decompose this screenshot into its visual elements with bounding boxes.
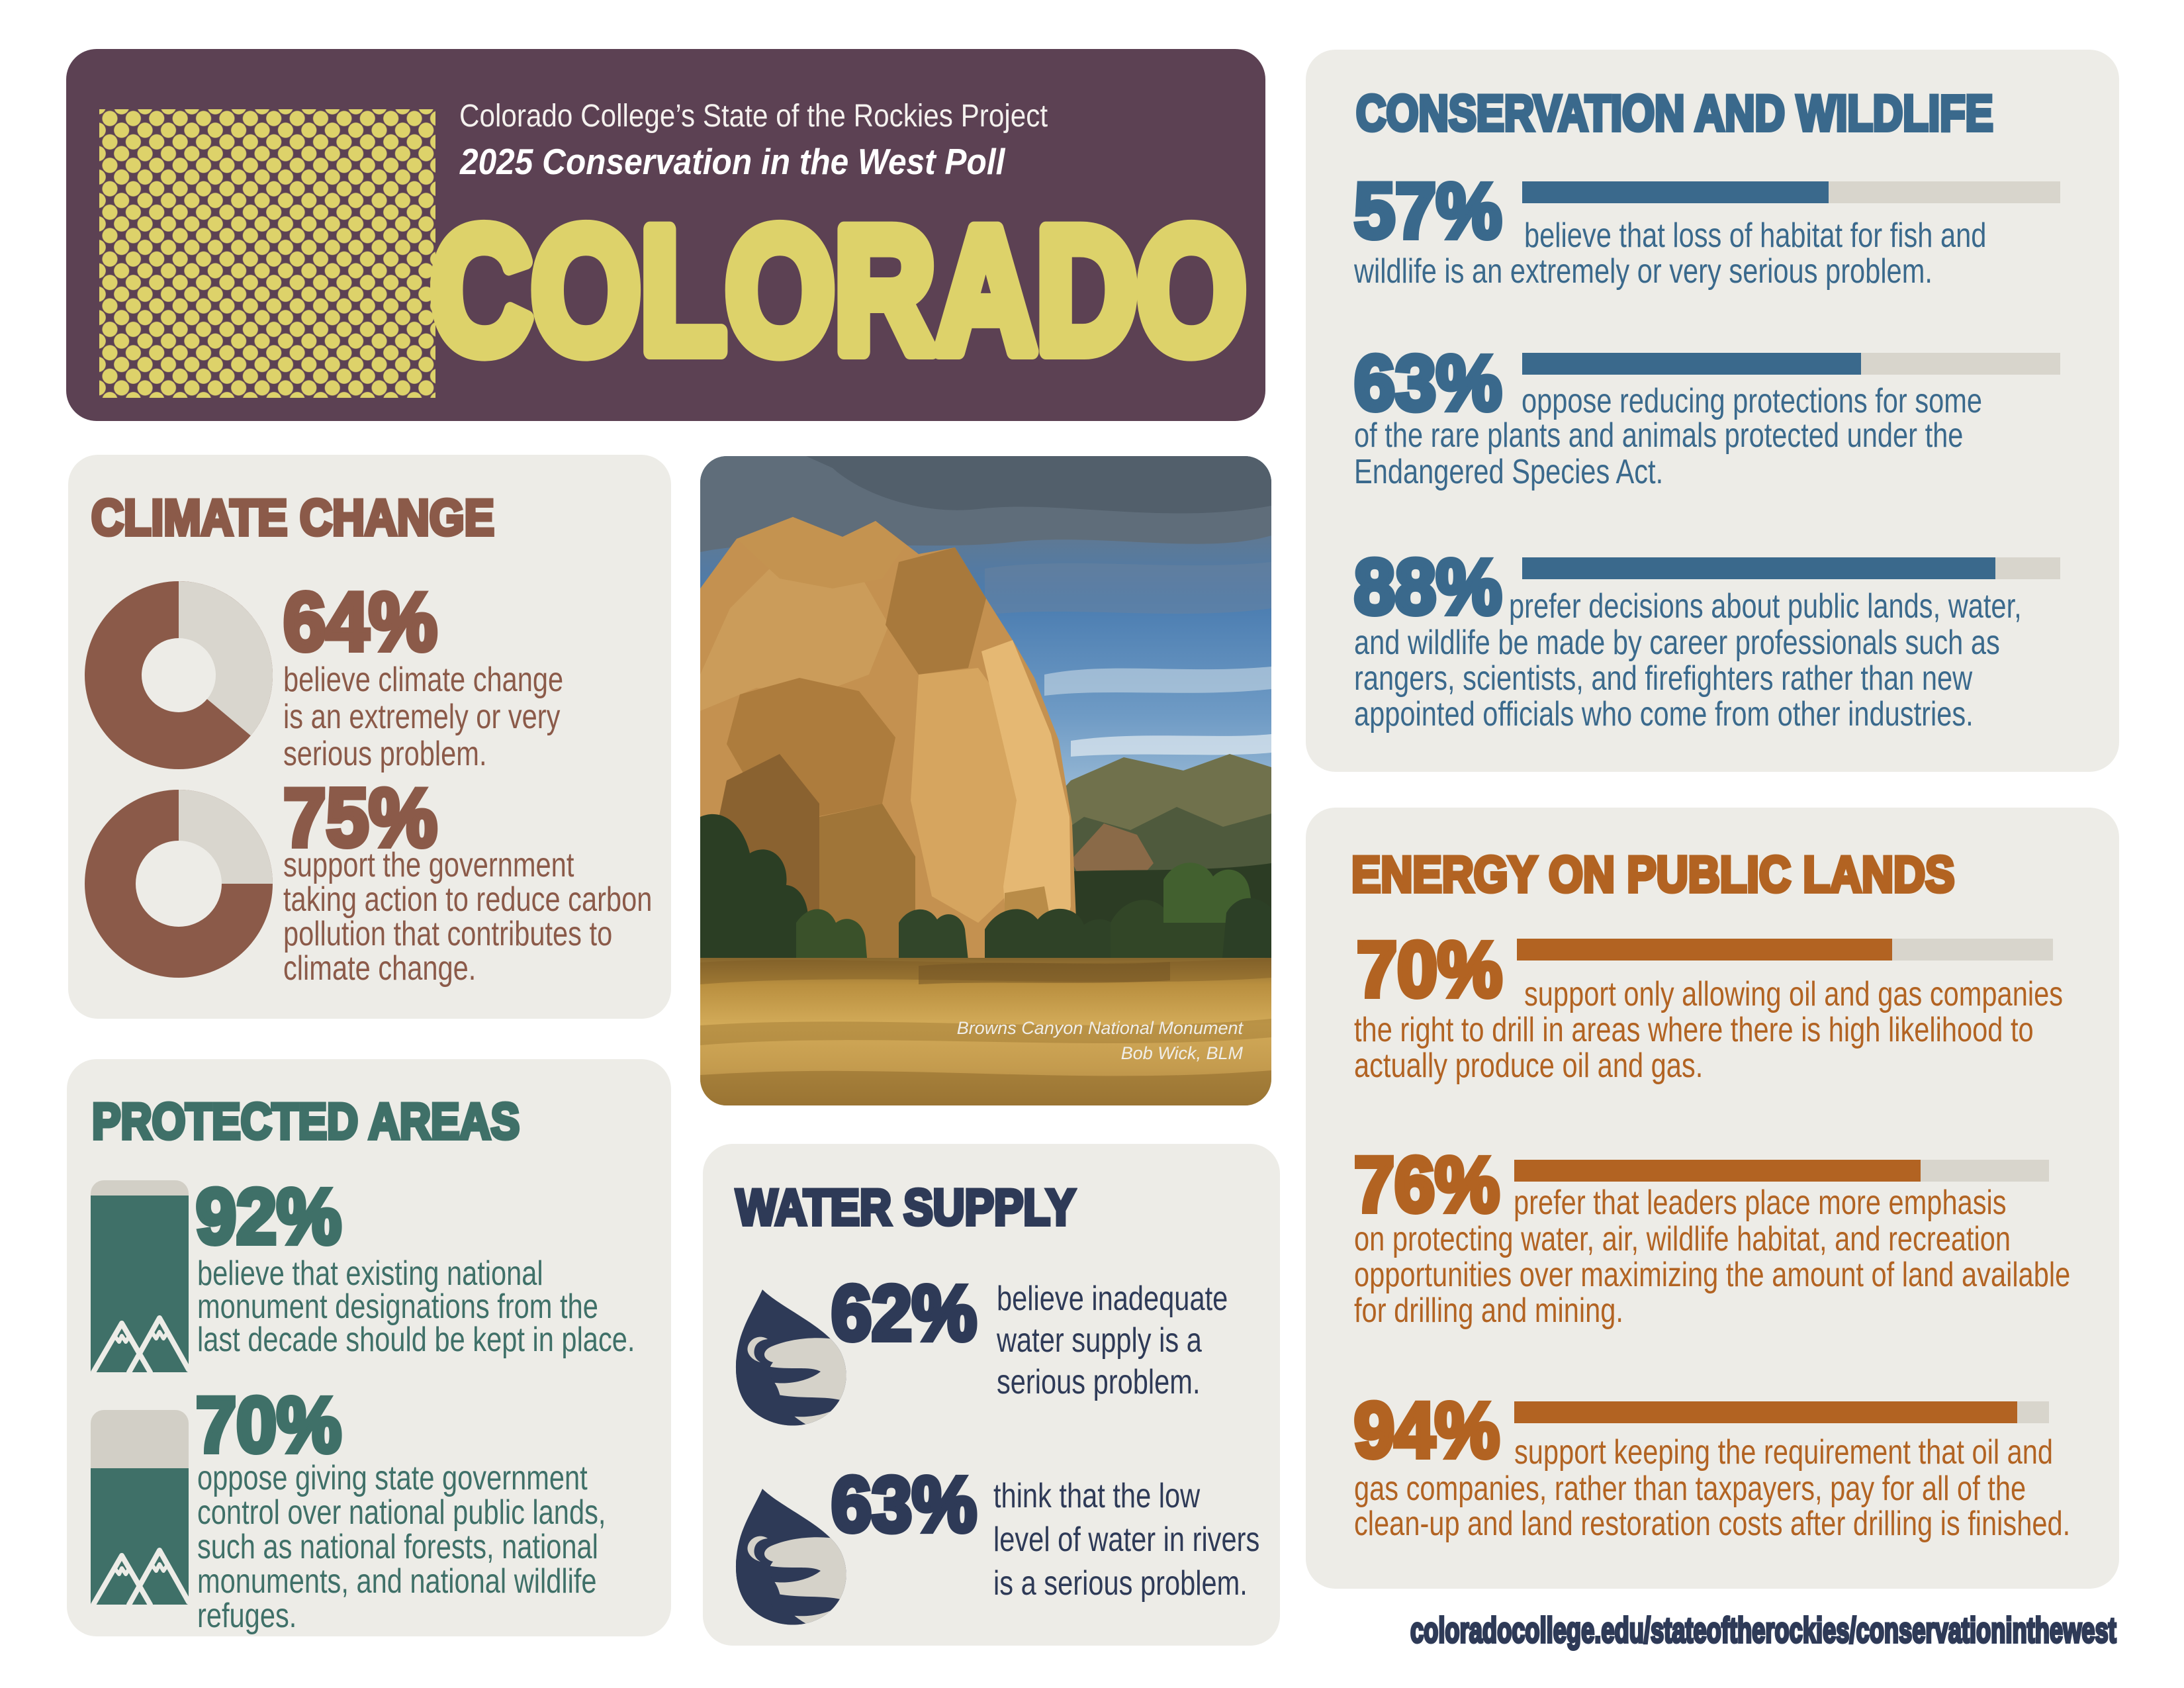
svg-text:COLORADO: COLORADO <box>431 192 1246 375</box>
